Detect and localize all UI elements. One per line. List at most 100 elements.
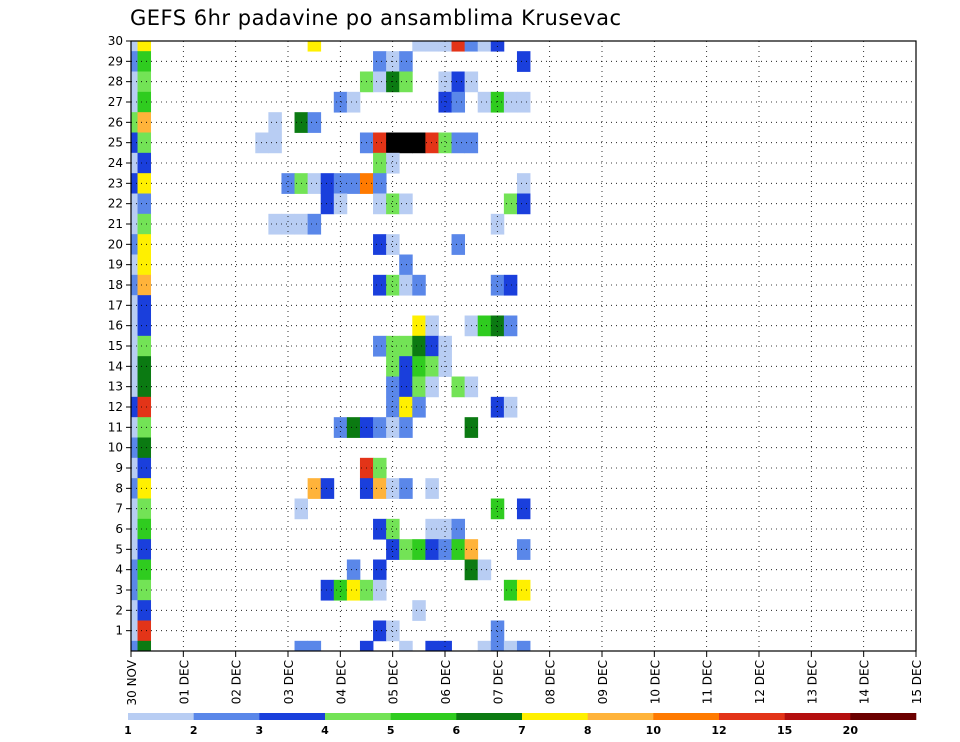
- heatmap-cell: [399, 356, 413, 377]
- heatmap-cell: [137, 315, 152, 337]
- heatmap-cell: [399, 51, 413, 72]
- heatmap-cell: [464, 41, 479, 52]
- heatmap-cell: [131, 91, 138, 113]
- heatmap-cell: [131, 234, 138, 255]
- heatmap-cell: [425, 132, 439, 154]
- heatmap-cell: [477, 559, 492, 581]
- y-tick-label: 6: [115, 522, 123, 536]
- x-tick-label: 10 DEC: [648, 660, 662, 704]
- x-tick-label: 13 DEC: [805, 660, 819, 704]
- y-tick-label: 9: [115, 461, 123, 475]
- y-tick-label: 13: [108, 380, 123, 394]
- heatmap-cell: [137, 356, 152, 377]
- heatmap-cell: [137, 71, 152, 93]
- heatmap-cell: [373, 71, 387, 93]
- y-tick-label: 22: [108, 197, 123, 211]
- heatmap-cell: [346, 579, 361, 601]
- heatmap-cell: [131, 579, 138, 601]
- heatmap-cell: [131, 295, 138, 316]
- heatmap-cell: [490, 213, 505, 235]
- heatmap-cell: [386, 132, 400, 154]
- heatmap-cell: [425, 41, 439, 52]
- heatmap-cell: [373, 274, 387, 296]
- heatmap-cell: [490, 91, 505, 113]
- colorbar-swatch: [587, 713, 654, 720]
- heatmap-cell: [137, 559, 152, 581]
- heatmap-cell: [386, 152, 400, 174]
- y-tick-label: 3: [115, 583, 123, 597]
- heatmap-cell: [373, 335, 387, 357]
- heatmap-cell: [386, 478, 400, 499]
- heatmap-cell: [131, 71, 138, 93]
- heatmap-cell: [503, 315, 518, 337]
- heatmap-cell: [425, 315, 439, 337]
- heatmap-cell: [333, 579, 348, 601]
- heatmap-cell: [131, 620, 138, 642]
- heatmap-cell: [412, 376, 426, 398]
- heatmap-cell: [399, 417, 413, 438]
- heatmap-cell: [346, 173, 361, 194]
- heatmap-cell: [131, 51, 138, 72]
- colorbar-swatch: [390, 713, 457, 720]
- axes: 1234567891011121314151617181920212223242…: [108, 34, 924, 706]
- heatmap-cell: [131, 173, 138, 194]
- heatmap-cell: [346, 91, 361, 113]
- heatmap-cell: [131, 152, 138, 174]
- heatmap-cell: [131, 640, 138, 651]
- y-tick-label: 29: [108, 54, 123, 68]
- heatmap-cell: [412, 539, 426, 560]
- y-tick-label: 10: [108, 441, 123, 455]
- heatmap-cell: [307, 173, 322, 194]
- y-tick-label: 26: [108, 115, 123, 129]
- heatmap-cell: [333, 417, 348, 438]
- colorbar-label: 10: [646, 724, 662, 737]
- heatmap-cell: [131, 417, 138, 438]
- heatmap-cell: [503, 91, 518, 113]
- heatmap-cell: [412, 274, 426, 296]
- heatmap-cell: [268, 213, 282, 235]
- y-tick-label: 14: [108, 359, 123, 373]
- heatmap-cell: [131, 498, 138, 520]
- heatmap-cell: [137, 41, 152, 52]
- colorbar-label: 4: [321, 724, 329, 737]
- y-tick-label: 12: [108, 400, 123, 414]
- x-tick-label: 11 DEC: [701, 660, 715, 704]
- heatmap-cell: [451, 91, 466, 113]
- colorbar-label: 12: [711, 724, 726, 737]
- heatmap-cell: [281, 173, 295, 194]
- heatmap-cell: [503, 640, 518, 651]
- heatmap-cell: [412, 41, 426, 52]
- heatmap-cell: [137, 478, 152, 499]
- heatmap-cell: [477, 315, 492, 337]
- heatmap-cell: [399, 132, 413, 154]
- heatmap-cell: [131, 315, 138, 337]
- chart-title: GEFS 6hr padavine po ansamblima Krusevac: [130, 6, 622, 30]
- x-tick-label: 01 DEC: [177, 660, 191, 704]
- heatmap-cells: [131, 41, 531, 651]
- y-tick-label: 7: [115, 502, 123, 516]
- x-tick-label: 04 DEC: [334, 660, 348, 704]
- heatmap-cell: [131, 132, 138, 154]
- heatmap-cell: [386, 620, 400, 642]
- colorbar-swatch: [193, 713, 260, 720]
- y-tick-label: 16: [108, 319, 123, 333]
- heatmap-cell: [137, 417, 152, 438]
- y-tick-label: 2: [115, 603, 123, 617]
- y-tick-label: 15: [108, 339, 123, 353]
- x-tick-label: 02 DEC: [230, 660, 244, 704]
- heatmap-cell: [373, 132, 387, 154]
- colorbar-label: 6: [453, 724, 461, 737]
- heatmap-cell: [386, 193, 400, 215]
- heatmap-cell: [307, 640, 322, 651]
- heatmap-cell: [333, 173, 348, 194]
- heatmap-cell: [307, 41, 322, 52]
- heatmap-cell: [425, 478, 439, 499]
- y-tick-label: 25: [108, 136, 123, 150]
- heatmap-cell: [131, 457, 138, 479]
- heatmap-cell: [131, 518, 138, 540]
- heatmap-cell: [137, 457, 152, 479]
- x-tick-label: 05 DEC: [387, 660, 401, 704]
- heatmap-cell: [373, 193, 387, 215]
- heatmap-cell: [373, 234, 387, 255]
